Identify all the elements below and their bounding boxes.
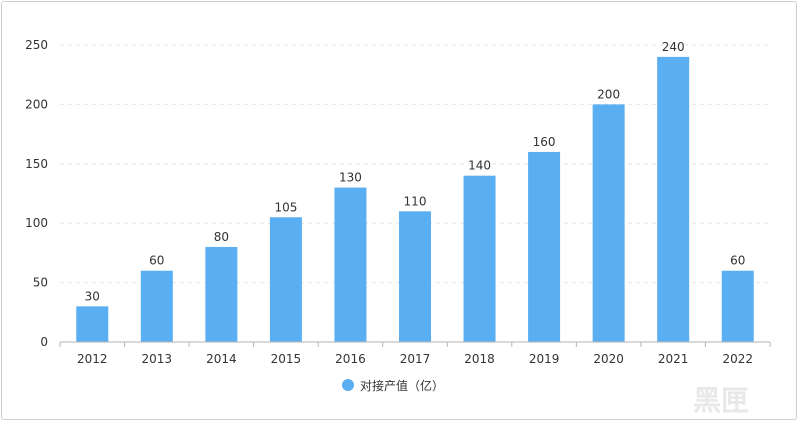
y-tick-label: 50 [33,276,48,290]
data-label-2020: 200 [597,87,620,101]
bar-2013[interactable] [140,270,173,342]
legend[interactable]: 对接产值（亿） [342,378,444,393]
bar-2022[interactable] [721,270,754,342]
data-label-2014: 80 [214,230,229,244]
data-label-2012: 30 [85,289,100,303]
y-tick-label: 0 [40,335,48,349]
x-tick-label-2020: 2020 [593,352,624,366]
x-tick-label-2021: 2021 [658,352,689,366]
x-tick-label-2012: 2012 [77,352,108,366]
bar-2017[interactable] [399,211,431,342]
x-tick-label-2015: 2015 [271,352,302,366]
data-label-2015: 105 [274,200,297,214]
x-tick-label-2014: 2014 [206,352,237,366]
bar-2015[interactable] [269,217,302,342]
data-label-2019: 160 [533,135,556,149]
x-tick-label-2019: 2019 [529,352,560,366]
watermark-text: 黑匣 [693,384,749,417]
data-labels: 30 60 80 105 130 110 140 160 200 240 60 [85,40,746,303]
data-label-2021: 240 [662,40,685,54]
data-label-2018: 140 [468,159,491,173]
x-axis-ticks: 2012 2013 2014 2015 2016 2017 2018 2019 2020 2021… [59,342,771,366]
bar-2012[interactable] [76,306,109,342]
data-label-2013: 60 [149,254,164,268]
y-tick-label: 250 [25,38,48,52]
bar-2014[interactable] [205,246,238,342]
y-tick-label: 100 [25,216,48,230]
bar-2016[interactable] [334,187,367,342]
legend-marker [342,379,354,391]
x-tick-label-2016: 2016 [335,352,366,366]
bar-2019[interactable] [528,151,561,342]
x-tick-label-2022: 2022 [722,352,753,366]
y-tick-label: 200 [25,97,48,111]
bar-2018[interactable] [463,175,496,342]
data-label-2016: 130 [339,171,362,185]
x-tick-label-2017: 2017 [400,352,431,366]
x-tick-label-2013: 2013 [142,352,173,366]
data-label-2017: 110 [404,194,427,208]
data-label-2022: 60 [730,254,745,268]
bar-2020[interactable] [592,104,625,343]
x-tick-label-2018: 2018 [464,352,495,366]
y-tick-label: 150 [25,157,48,171]
y-axis-ticks: 0 50 100 150 200 250 [25,38,48,349]
bar-2021[interactable] [657,56,690,342]
legend-label: 对接产值（亿） [360,378,444,393]
bars [76,56,754,343]
